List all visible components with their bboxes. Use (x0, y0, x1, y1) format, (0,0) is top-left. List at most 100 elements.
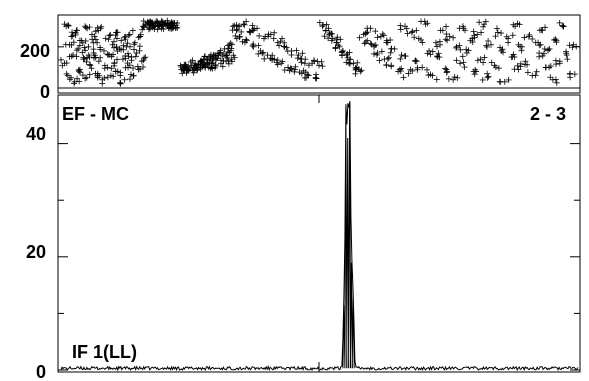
phase-point (367, 40, 374, 47)
phase-point (553, 79, 560, 86)
phase-point (435, 50, 442, 57)
phase-point (398, 65, 405, 72)
phase-point (505, 39, 512, 46)
phase-point (370, 50, 377, 57)
phase-point (73, 53, 80, 60)
phase-point (165, 24, 172, 31)
phase-point (75, 67, 82, 74)
phase-point (122, 64, 129, 71)
phase-point (216, 50, 223, 56)
phase-point (517, 43, 524, 50)
phase-point (261, 55, 268, 62)
phase-point (58, 56, 64, 63)
phase-point (461, 64, 468, 71)
phase-point (124, 40, 131, 47)
phase-point (476, 19, 483, 26)
phase-point (215, 52, 222, 59)
phase-point (224, 42, 231, 49)
phase-point (140, 63, 147, 70)
phase-point (92, 28, 99, 35)
phase-point (241, 39, 248, 46)
phase-point (480, 23, 487, 30)
phase-point (499, 46, 506, 53)
phase-point (350, 60, 357, 67)
phase-point (445, 75, 452, 82)
phase-point (234, 26, 241, 33)
phase-point (372, 28, 379, 35)
phase-point (424, 50, 431, 57)
phase-point (86, 71, 93, 78)
phase-point (281, 67, 288, 74)
phase-point (75, 45, 82, 52)
phase-point (413, 58, 420, 65)
phase-point (288, 51, 295, 58)
spectrum-tick-label-0: 0 (36, 362, 46, 381)
phase-point (74, 27, 81, 34)
phase-point (319, 23, 326, 30)
phase-point (131, 46, 138, 53)
phase-point (126, 31, 133, 38)
phase-point (444, 37, 451, 44)
phase-point (243, 18, 250, 25)
phase-point (362, 39, 369, 46)
phase-point (128, 57, 135, 64)
phase-point (86, 61, 93, 68)
phase-point (73, 47, 80, 54)
phase-point (471, 32, 478, 39)
spectrum-tick-label-40: 40 (26, 124, 46, 144)
phase-point (434, 53, 441, 60)
phase-point (488, 59, 495, 66)
phase-point (372, 41, 379, 48)
phase-point (271, 29, 278, 36)
phase-point (250, 41, 257, 48)
phase-point (469, 39, 476, 46)
phase-point (480, 59, 487, 66)
phase-point (59, 62, 66, 69)
phase-point (376, 57, 383, 64)
phase-point (104, 74, 111, 81)
phase-point (364, 25, 371, 32)
phase-point (478, 29, 485, 36)
phase-point (217, 47, 224, 54)
phase-point (283, 44, 290, 51)
phase-point (385, 54, 392, 61)
phase-point (70, 39, 77, 46)
panel-label-right: 2 - 3 (530, 104, 566, 124)
phase-point (296, 69, 303, 76)
phase-point (119, 56, 126, 63)
phase-point (95, 58, 102, 65)
phase-point (397, 55, 404, 62)
phase-point (131, 39, 138, 46)
phase-point (82, 37, 89, 44)
phase-point (179, 70, 186, 77)
phase-point (279, 58, 286, 65)
phase-point (217, 57, 224, 64)
phase-point (404, 30, 411, 37)
if-label: IF 1(LL) (72, 342, 137, 362)
spectrum-ticks (58, 95, 581, 372)
panel-label-left: EF - MC (62, 104, 129, 124)
phase-point (354, 59, 361, 66)
phase-point (142, 54, 149, 61)
phase-point (63, 60, 70, 67)
phase-point (524, 69, 531, 76)
phase-point (249, 42, 256, 49)
phase-point (442, 65, 449, 72)
phase-point (556, 19, 563, 26)
phase-point (328, 30, 335, 37)
phase-point (541, 45, 548, 52)
phase-point (141, 24, 148, 31)
phase-point (418, 18, 425, 25)
phase-point (419, 64, 426, 71)
phase-point (465, 47, 472, 54)
phase-point (125, 53, 132, 60)
phase-point (371, 42, 378, 49)
phase-point (469, 35, 476, 42)
phase-point (356, 34, 363, 41)
phase-point (497, 44, 504, 51)
phase-point (542, 64, 549, 71)
phase-point (126, 76, 133, 83)
phase-point (437, 27, 444, 34)
phase-point (328, 37, 335, 44)
phase-point (388, 45, 395, 52)
